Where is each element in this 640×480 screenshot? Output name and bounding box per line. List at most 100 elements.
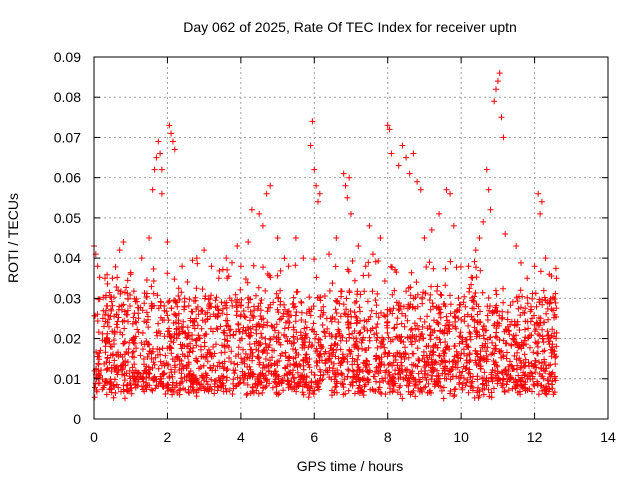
data-point-marker xyxy=(432,380,439,387)
data-point-marker xyxy=(231,360,238,367)
data-point-marker xyxy=(219,360,226,367)
data-point-marker xyxy=(305,394,312,401)
data-point-marker xyxy=(98,367,104,374)
data-point-marker xyxy=(311,387,318,394)
data-point-marker xyxy=(149,387,156,394)
data-point-marker xyxy=(146,341,153,348)
data-point-marker xyxy=(350,335,357,342)
data-point-marker xyxy=(381,312,387,319)
data-point-marker xyxy=(224,337,231,344)
data-point-marker xyxy=(353,371,360,378)
data-point-marker xyxy=(504,316,511,323)
data-point-marker xyxy=(200,373,207,380)
data-point-marker xyxy=(512,378,519,385)
data-point-marker xyxy=(272,327,278,334)
data-point-marker xyxy=(488,371,495,378)
data-point-marker xyxy=(228,297,235,304)
data-point-marker xyxy=(174,354,181,361)
data-point-marker xyxy=(320,328,327,335)
data-point-marker xyxy=(372,297,379,304)
data-point-marker xyxy=(452,364,459,371)
data-point-marker xyxy=(321,329,328,336)
data-point-marker xyxy=(107,381,114,388)
data-point-marker xyxy=(249,312,256,319)
data-point-marker xyxy=(553,329,560,336)
data-point-marker xyxy=(343,338,350,344)
data-point-marker xyxy=(124,381,131,388)
data-point-marker xyxy=(351,390,358,397)
data-point-marker xyxy=(513,243,520,249)
data-point-marker xyxy=(436,310,443,317)
data-point-marker xyxy=(166,122,173,129)
data-point-marker xyxy=(528,360,535,367)
data-point-marker xyxy=(481,335,487,342)
data-point-marker xyxy=(373,378,379,385)
data-point-marker xyxy=(465,389,472,396)
data-point-marker xyxy=(95,353,102,360)
data-point-marker xyxy=(509,385,516,392)
data-point-marker xyxy=(345,387,352,394)
data-point-marker xyxy=(498,315,505,322)
data-point-marker xyxy=(145,313,151,320)
data-point-marker xyxy=(458,372,465,379)
data-point-marker xyxy=(497,348,503,355)
data-point-marker xyxy=(233,304,240,311)
data-point-marker xyxy=(374,321,381,327)
data-point-marker xyxy=(506,331,513,338)
data-point-marker xyxy=(473,274,480,281)
data-point-marker xyxy=(357,308,363,315)
data-point-marker xyxy=(144,354,151,360)
data-point-marker xyxy=(366,369,373,376)
data-point-marker xyxy=(415,370,422,377)
data-point-marker xyxy=(390,352,397,359)
data-point-marker xyxy=(382,391,389,398)
data-point-marker xyxy=(214,303,221,310)
data-point-marker xyxy=(213,294,220,301)
x-tick-label: 2 xyxy=(164,429,172,445)
data-point-marker xyxy=(436,353,443,360)
data-point-marker xyxy=(194,358,201,365)
data-point-marker xyxy=(267,336,274,343)
data-point-marker xyxy=(164,385,171,392)
data-point-marker xyxy=(389,291,396,298)
data-point-marker xyxy=(378,361,385,368)
data-point-marker xyxy=(221,327,228,334)
data-point-marker xyxy=(167,344,174,351)
data-point-marker xyxy=(234,243,241,249)
data-point-marker xyxy=(239,328,246,335)
data-point-marker xyxy=(365,259,372,266)
x-tick-label: 8 xyxy=(384,429,392,445)
data-point-marker xyxy=(518,383,525,390)
data-point-marker xyxy=(548,381,555,388)
data-point-marker xyxy=(240,308,247,314)
data-point-marker xyxy=(344,358,351,365)
data-point-marker xyxy=(424,325,431,332)
data-point-marker xyxy=(244,375,251,382)
data-point-marker xyxy=(490,385,497,392)
data-point-marker xyxy=(257,339,264,346)
data-point-marker xyxy=(113,381,120,388)
data-point-marker xyxy=(310,391,317,398)
data-point-marker xyxy=(449,323,456,329)
data-point-marker xyxy=(506,376,513,383)
data-point-marker xyxy=(306,356,313,362)
data-point-marker xyxy=(354,356,361,363)
data-point-marker xyxy=(528,306,535,313)
data-point-marker xyxy=(109,275,116,282)
data-point-marker xyxy=(138,383,145,390)
data-point-marker xyxy=(542,297,549,304)
data-point-marker xyxy=(150,359,157,366)
data-point-marker xyxy=(414,178,421,185)
data-point-marker xyxy=(195,332,202,339)
data-point-marker xyxy=(114,324,121,331)
data-point-marker xyxy=(213,341,219,348)
data-point-marker xyxy=(501,389,508,395)
data-point-marker xyxy=(140,356,147,362)
data-point-marker xyxy=(277,267,284,274)
data-point-marker xyxy=(344,266,351,273)
data-point-marker xyxy=(369,288,376,295)
data-point-marker xyxy=(479,289,486,296)
data-point-marker xyxy=(132,318,139,325)
data-point-marker xyxy=(163,308,170,315)
data-point-marker xyxy=(442,346,449,353)
